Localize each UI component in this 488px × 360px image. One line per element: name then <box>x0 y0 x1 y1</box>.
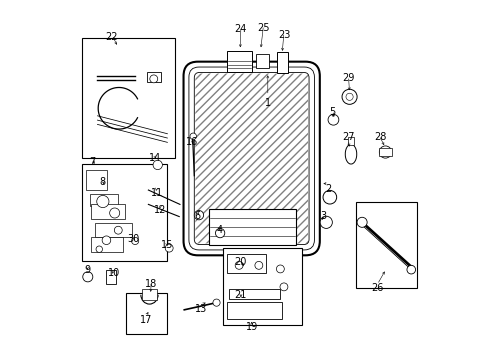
Circle shape <box>102 236 110 244</box>
Bar <box>106 270 116 284</box>
Bar <box>355 202 416 288</box>
Text: 3: 3 <box>320 211 326 221</box>
Circle shape <box>97 195 109 208</box>
Circle shape <box>149 75 158 83</box>
Bar <box>86 170 106 190</box>
Text: 20: 20 <box>234 257 246 267</box>
Circle shape <box>215 228 224 238</box>
Bar <box>126 293 167 334</box>
Bar <box>378 148 391 156</box>
Circle shape <box>212 299 220 306</box>
Text: 30: 30 <box>127 234 139 244</box>
Bar <box>91 237 123 252</box>
Circle shape <box>276 265 284 273</box>
Text: 28: 28 <box>374 132 386 142</box>
Circle shape <box>323 190 336 204</box>
Circle shape <box>153 160 162 170</box>
Text: 24: 24 <box>234 24 246 35</box>
Circle shape <box>235 261 243 269</box>
Text: 12: 12 <box>154 206 166 216</box>
Text: 2: 2 <box>325 184 331 194</box>
Text: 4: 4 <box>216 225 222 235</box>
Text: 18: 18 <box>145 279 157 289</box>
Text: 16: 16 <box>186 138 198 147</box>
Text: 19: 19 <box>245 322 257 332</box>
Text: 13: 13 <box>195 304 207 314</box>
FancyBboxPatch shape <box>195 73 307 243</box>
Circle shape <box>131 237 139 244</box>
Text: 27: 27 <box>342 132 354 142</box>
Bar <box>82 39 174 158</box>
Bar <box>223 248 301 325</box>
Text: 23: 23 <box>277 30 289 40</box>
Text: 22: 22 <box>105 32 118 41</box>
Circle shape <box>254 261 262 269</box>
Bar <box>208 209 296 244</box>
Bar <box>91 204 125 219</box>
Circle shape <box>379 146 391 158</box>
Bar <box>142 289 157 300</box>
Circle shape <box>320 216 332 228</box>
Text: 5: 5 <box>328 107 335 117</box>
Text: 26: 26 <box>370 283 383 293</box>
Circle shape <box>82 272 93 282</box>
Text: 7: 7 <box>89 157 95 167</box>
Text: 8: 8 <box>100 177 106 187</box>
Text: 17: 17 <box>140 315 152 325</box>
Bar <box>276 52 287 73</box>
Text: 6: 6 <box>194 211 201 221</box>
Circle shape <box>114 226 122 234</box>
Circle shape <box>406 265 415 274</box>
Bar <box>89 194 118 206</box>
Text: 9: 9 <box>84 265 90 275</box>
Bar <box>227 254 265 273</box>
Bar <box>256 54 269 68</box>
Bar <box>94 223 132 237</box>
Bar <box>147 72 160 82</box>
Bar <box>82 164 167 261</box>
Bar <box>227 302 281 319</box>
Circle shape <box>346 93 352 100</box>
Text: 25: 25 <box>257 23 269 33</box>
Text: 14: 14 <box>148 153 161 163</box>
Text: 21: 21 <box>234 290 246 300</box>
FancyBboxPatch shape <box>183 62 319 255</box>
Bar <box>227 51 251 72</box>
Circle shape <box>109 208 120 218</box>
Text: 15: 15 <box>161 239 173 249</box>
Text: 1: 1 <box>264 98 270 108</box>
Circle shape <box>280 283 287 291</box>
Circle shape <box>165 244 173 252</box>
Text: 29: 29 <box>342 73 354 83</box>
Circle shape <box>190 133 196 139</box>
Circle shape <box>356 217 366 227</box>
Circle shape <box>327 114 338 125</box>
Circle shape <box>194 211 203 220</box>
Circle shape <box>341 89 356 104</box>
Text: 10: 10 <box>107 268 120 278</box>
Bar <box>347 137 353 145</box>
Bar <box>228 289 279 299</box>
Text: 11: 11 <box>150 188 163 198</box>
Circle shape <box>96 246 102 252</box>
